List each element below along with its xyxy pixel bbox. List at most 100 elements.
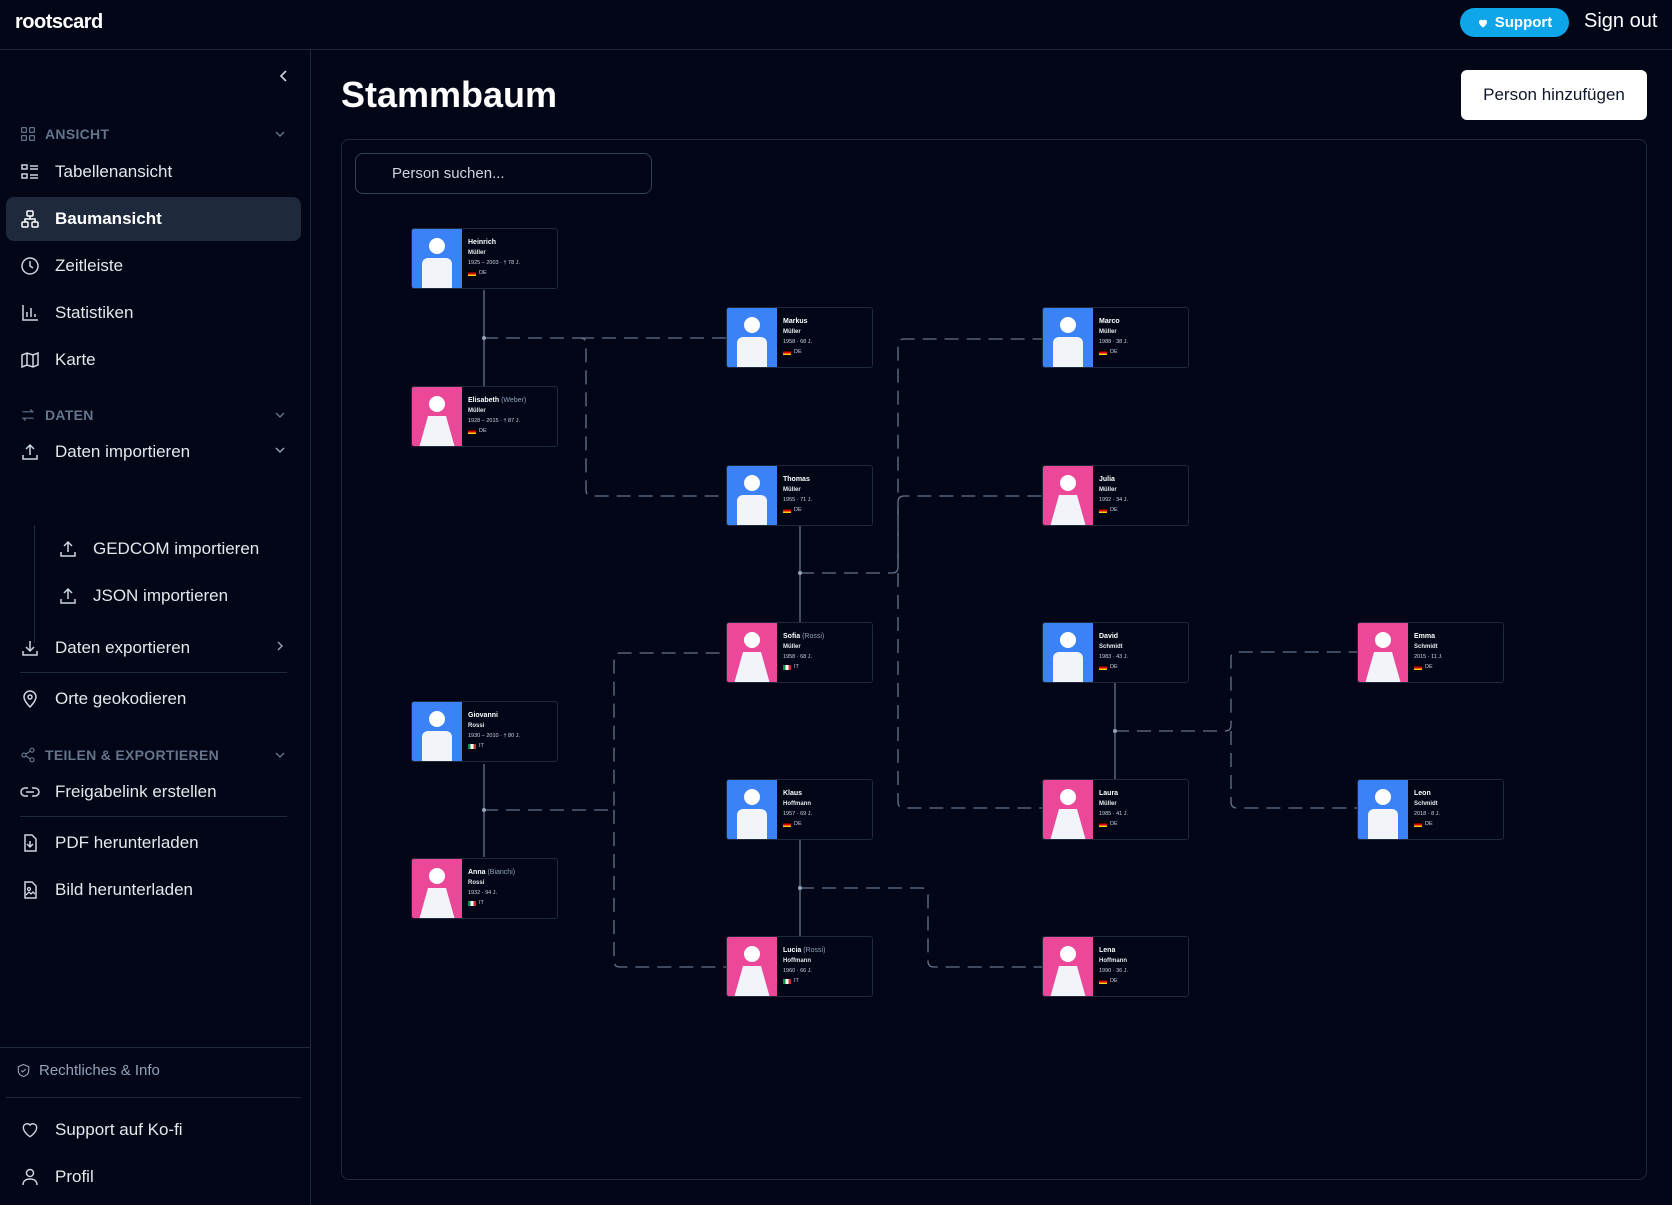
add-person-button[interactable]: Person hinzufügen	[1461, 70, 1647, 120]
person-info: Lucia (Rossi) Hoffmann 1960 · 66 J. IT	[777, 937, 825, 996]
section-ansicht[interactable]: ANSICHT	[20, 126, 285, 142]
person-first-name-line: Elisabeth (Weber)	[468, 396, 526, 406]
sidebar-item-label: Freigabelink erstellen	[55, 782, 217, 801]
avatar-body	[1365, 652, 1401, 682]
person-first-name: Emma	[1414, 633, 1436, 640]
sidebar-item-label: PDF herunterladen	[55, 833, 199, 852]
sidebar-item-baumansicht[interactable]: Baumansicht	[6, 197, 301, 241]
flag-icon	[468, 270, 476, 276]
person-card[interactable]: Emma Schmidt 2015 · 11 J. DE	[1357, 622, 1504, 683]
sidebar-item-gedcom-importieren[interactable]: GEDCOM importieren	[44, 527, 301, 571]
section-teilen[interactable]: TEILEN & EXPORTIEREN	[20, 747, 285, 763]
person-card[interactable]: Klaus Hoffmann 1957 · 69 J. DE	[726, 779, 873, 840]
sidebar-item-label: JSON importieren	[93, 586, 229, 605]
person-last-name: Hoffmann	[783, 801, 811, 807]
support-button[interactable]: Support	[1460, 8, 1569, 37]
person-card[interactable]: Lucia (Rossi) Hoffmann 1960 · 66 J. IT	[726, 936, 873, 997]
profile-link[interactable]: Profil	[6, 1157, 301, 1197]
person-last-name: Schmidt	[1414, 644, 1438, 650]
avatar	[412, 702, 462, 761]
avatar-head	[1060, 317, 1076, 333]
person-search-input[interactable]	[355, 153, 652, 194]
sidebar-item-json-importieren[interactable]: JSON importieren	[44, 574, 301, 618]
person-info: Marco Müller 1988 · 38 J. DE	[1093, 308, 1128, 367]
person-last-name: Müller	[1099, 329, 1117, 335]
person-card[interactable]: Giovanni Rossi 1930 – 2010 · † 80 J. IT	[411, 701, 558, 762]
sidebar-item-daten-importieren[interactable]: Daten importieren	[6, 430, 301, 474]
sidebar-item-statistiken[interactable]: Statistiken	[6, 291, 301, 335]
image-file-icon	[24, 881, 37, 899]
person-years: 1955 · 71 J.	[783, 497, 813, 503]
top-bar: rootscard Support Sign out	[0, 0, 1672, 50]
person-card[interactable]: Laura Müller 1985 · 41 J. DE	[1042, 779, 1189, 840]
sidebar-item-label: Orte geokodieren	[55, 689, 187, 708]
person-card[interactable]: Julia Müller 1992 · 34 J. DE	[1042, 465, 1189, 526]
person-card[interactable]: Sofia (Rossi) Müller 1958 · 68 J. IT	[726, 622, 873, 683]
avatar-body	[1050, 809, 1086, 839]
person-country: IT	[468, 741, 520, 751]
person-country: DE	[783, 505, 812, 515]
flag-icon	[783, 978, 791, 984]
person-card[interactable]: David Schmidt 1983 · 43 J. DE	[1042, 622, 1189, 683]
person-info: Klaus Hoffmann 1957 · 69 J. DE	[777, 780, 812, 839]
person-first-name-line: Leon	[1414, 789, 1440, 799]
sidebar-item-label: Daten importieren	[55, 442, 191, 461]
person-card[interactable]: Elisabeth (Weber) Müller 1928 – 2015 · † 8…	[411, 386, 558, 447]
person-country: DE	[468, 426, 526, 436]
support-kofi-link[interactable]: Support auf Ko-fi	[6, 1110, 301, 1150]
person-card[interactable]: Anna (Bianchi) Rossi 1932 · 94 J. IT	[411, 858, 558, 919]
person-first-name: Giovanni	[468, 712, 498, 719]
person-card[interactable]: Marco Müller 1988 · 38 J. DE	[1042, 307, 1189, 368]
person-first-name-line: Marco	[1099, 317, 1128, 327]
footer-label: Support auf Ko-fi	[55, 1120, 183, 1139]
chevron-left-icon[interactable]	[276, 68, 292, 84]
download-icon	[22, 641, 38, 656]
sidebar-item-bild-herunterladen[interactable]: Bild herunterladen	[6, 868, 301, 912]
flag-icon	[783, 821, 791, 827]
person-last-name: Rossi	[468, 723, 485, 729]
person-card[interactable]: Heinrich Müller 1925 – 2003 · † 78 J. DE	[411, 228, 558, 289]
sidebar-item-pdf-herunterladen[interactable]: PDF herunterladen	[6, 821, 301, 865]
table-list-icon	[21, 164, 38, 179]
avatar-head	[429, 711, 445, 727]
avatar-body	[1053, 652, 1083, 682]
avatar	[412, 229, 462, 288]
sidebar-item-freigabelink[interactable]: Freigabelink erstellen	[6, 770, 301, 814]
person-card[interactable]: Markus Müller 1958 · 68 J. DE	[726, 307, 873, 368]
person-first-name: Anna	[468, 869, 486, 876]
person-last-name: Hoffmann	[1099, 958, 1127, 964]
sidebar-divider	[6, 1097, 301, 1098]
person-years: 1988 · 38 J.	[1099, 339, 1129, 345]
legal-link[interactable]: Rechtliches & Info	[16, 1062, 160, 1079]
shield-icon	[17, 1063, 30, 1078]
sidebar-item-tabellenansicht[interactable]: Tabellenansicht	[6, 150, 301, 194]
person-card[interactable]: Leon Schmidt 2018 · 8 J. DE	[1357, 779, 1504, 840]
sidebar-item-zeitleiste[interactable]: Zeitleiste	[6, 244, 301, 288]
person-country: DE	[1099, 347, 1128, 357]
signout-button[interactable]: Sign out	[1584, 10, 1658, 32]
flag-icon	[783, 664, 791, 670]
sidebar-item-daten-exportieren[interactable]: Daten exportieren	[6, 626, 301, 670]
section-label: DATEN	[45, 407, 94, 423]
avatar-head	[429, 868, 445, 884]
person-card[interactable]: Thomas Müller 1955 · 71 J. DE	[726, 465, 873, 526]
app-logo[interactable]: rootscard	[15, 11, 103, 33]
flag-icon	[1414, 821, 1422, 827]
person-country: DE	[783, 347, 812, 357]
person-country-code: DE	[1110, 821, 1118, 827]
person-card[interactable]: Lena Hoffmann 1990 · 36 J. DE	[1042, 936, 1189, 997]
person-last-name: Müller	[468, 408, 486, 414]
person-first-name: Elisabeth	[468, 397, 500, 404]
person-info: Anna (Bianchi) Rossi 1932 · 94 J. IT	[462, 859, 515, 918]
sidebar-item-orte-geokodieren[interactable]: Orte geokodieren	[6, 677, 301, 721]
person-country: DE	[1099, 505, 1128, 515]
person-first-name-line: Heinrich	[468, 238, 520, 248]
sidebar-item-karte[interactable]: Karte	[6, 338, 301, 382]
section-daten[interactable]: DATEN	[20, 407, 285, 423]
bar-chart-icon	[22, 305, 38, 321]
person-first-name: Thomas	[783, 476, 810, 483]
sidebar-item-label: Tabellenansicht	[55, 162, 173, 181]
avatar-body	[737, 809, 767, 839]
person-last-name: Müller	[783, 487, 801, 493]
person-first-name: Heinrich	[468, 239, 497, 246]
